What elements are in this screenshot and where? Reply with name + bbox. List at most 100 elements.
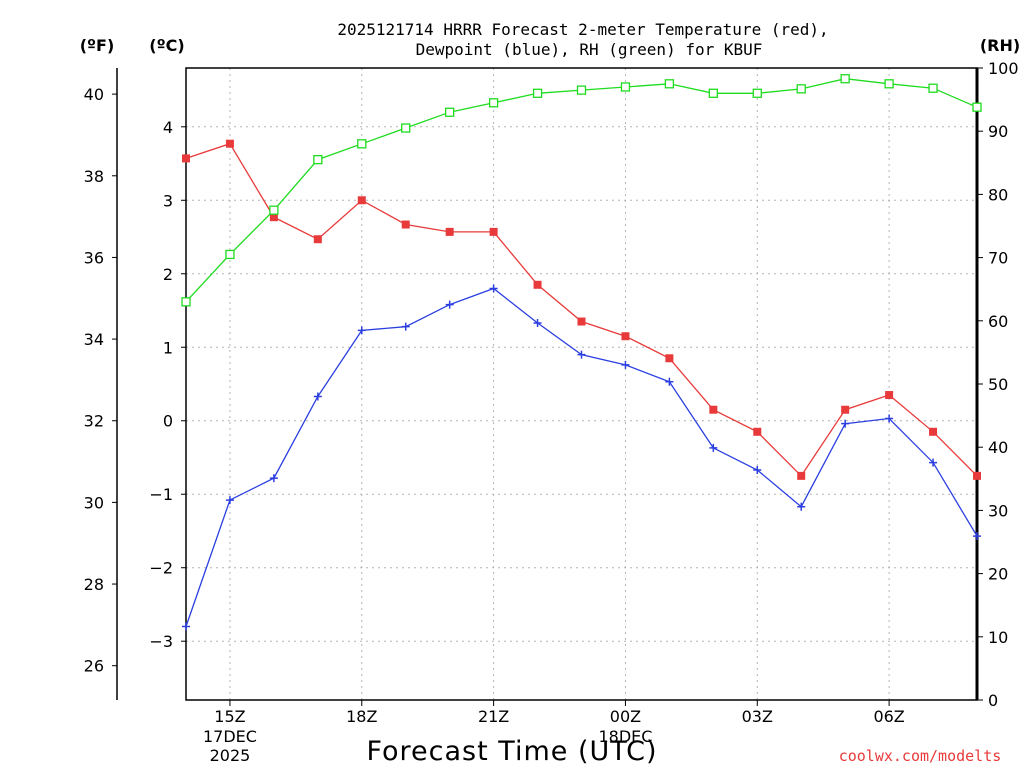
rh-tick-label: 50 bbox=[988, 375, 1008, 394]
f-tick-label: 40 bbox=[84, 85, 104, 104]
dewpoint-point bbox=[885, 414, 894, 423]
dewpoint-point bbox=[929, 458, 938, 467]
temperature-point bbox=[445, 227, 454, 236]
rh-tick-label: 40 bbox=[988, 438, 1008, 457]
temperature-point bbox=[621, 332, 630, 341]
dewpoint-point bbox=[225, 496, 234, 505]
chart-title-line2: Dewpoint (blue), RH (green) for KBUF bbox=[416, 40, 763, 59]
rh-point bbox=[840, 74, 850, 84]
rh-tick-label: 10 bbox=[988, 628, 1008, 647]
temperature-line bbox=[185, 142, 978, 477]
dewpoint-point bbox=[797, 502, 806, 511]
temperature-point bbox=[357, 196, 366, 205]
temperature-point bbox=[401, 220, 410, 229]
dewpoint-point bbox=[841, 419, 850, 428]
rh-point bbox=[752, 88, 762, 98]
x-tick-label: 00Z bbox=[610, 707, 641, 726]
rh-tick-label: 0 bbox=[988, 691, 998, 710]
x-tick-label: 06Z bbox=[873, 707, 904, 726]
x-tick-label: 15Z bbox=[214, 707, 245, 726]
x-tick-date: 18DEC bbox=[598, 727, 652, 746]
rh-tick-label: 80 bbox=[988, 185, 1008, 204]
dewpoint-point bbox=[533, 319, 542, 328]
credit-text: coolwx.com/modelts bbox=[839, 747, 1002, 765]
celsius-unit-label: (ºC) bbox=[149, 36, 184, 55]
rh-point bbox=[488, 98, 499, 108]
rh-tick-label: 30 bbox=[988, 501, 1008, 520]
f-tick-label: 34 bbox=[84, 330, 104, 349]
f-tick-label: 26 bbox=[84, 657, 104, 676]
dewpoint-point bbox=[665, 377, 674, 386]
c-tick-label: 2 bbox=[163, 265, 173, 284]
temperature-point bbox=[269, 213, 278, 222]
rh-point bbox=[664, 79, 675, 89]
f-tick-label: 38 bbox=[84, 167, 104, 186]
x-tick-date: 17DEC bbox=[203, 727, 257, 746]
f-tick-label: 28 bbox=[84, 575, 104, 594]
dewpoint-point bbox=[269, 474, 278, 483]
f-tick-label: 30 bbox=[84, 493, 104, 512]
x-tick-label: 21Z bbox=[478, 707, 509, 726]
x-tick-year: 2025 bbox=[210, 746, 251, 765]
dewpoint-point bbox=[182, 622, 190, 631]
temperature-point bbox=[709, 405, 718, 414]
dewpoint-point bbox=[577, 350, 586, 359]
rh-tick-label: 60 bbox=[988, 312, 1008, 331]
gridlines bbox=[186, 68, 977, 700]
rh-point bbox=[576, 85, 587, 95]
temperature-point bbox=[313, 235, 322, 244]
c-tick-label: −2 bbox=[149, 559, 173, 578]
fahrenheit-ticks: 40 38 36 34 32 30 28 26 bbox=[84, 85, 117, 676]
temperature-point bbox=[225, 139, 234, 148]
rh-point bbox=[269, 205, 279, 215]
temperature-point bbox=[973, 471, 981, 480]
x-axis-title: Forecast Time (UTC) bbox=[366, 736, 657, 767]
dewpoint-point bbox=[401, 322, 410, 331]
dewpoint-point bbox=[621, 360, 630, 369]
rh-point bbox=[181, 297, 191, 307]
temperature-point bbox=[929, 427, 938, 436]
rh-point bbox=[357, 139, 367, 149]
rh-tick-label: 90 bbox=[988, 122, 1008, 141]
dewpoint-point bbox=[709, 443, 718, 452]
dewpoint-line bbox=[185, 287, 978, 627]
rh-point bbox=[532, 88, 543, 98]
rh-point bbox=[928, 83, 938, 93]
rh-point bbox=[445, 107, 455, 117]
c-tick-label: −1 bbox=[149, 485, 173, 504]
temperature-point bbox=[489, 227, 498, 236]
dewpoint-point bbox=[973, 532, 981, 541]
x-tick-label: 18Z bbox=[346, 707, 377, 726]
dewpoint-point bbox=[753, 465, 762, 474]
f-tick-label: 32 bbox=[84, 412, 104, 431]
f-tick-label: 36 bbox=[84, 248, 104, 267]
c-tick-label: 3 bbox=[163, 191, 173, 210]
c-tick-label: 4 bbox=[163, 118, 173, 137]
dewpoint-series bbox=[182, 284, 981, 631]
celsius-ticks: 4 3 2 1 0 −1 −2 −3 bbox=[149, 118, 186, 651]
temperature-point bbox=[797, 471, 806, 480]
temperature-point bbox=[182, 154, 190, 163]
rh-point bbox=[225, 249, 235, 260]
series-layer bbox=[181, 74, 982, 631]
temperature-point bbox=[885, 391, 894, 400]
plot-frame bbox=[185, 67, 978, 701]
fahrenheit-unit-label: (ºF) bbox=[80, 36, 115, 55]
rh-line bbox=[185, 78, 978, 303]
rh-point bbox=[972, 102, 982, 112]
temperature-point bbox=[577, 317, 586, 326]
c-tick-label: −3 bbox=[149, 632, 173, 651]
rh-point bbox=[796, 84, 806, 94]
rh-unit-label: (RH) bbox=[980, 36, 1020, 55]
rh-point bbox=[401, 123, 411, 133]
rh-point bbox=[708, 88, 718, 98]
rh-tick-label: 70 bbox=[988, 249, 1008, 268]
rh-point bbox=[620, 82, 631, 92]
c-tick-label: 0 bbox=[163, 412, 173, 431]
c-tick-label: 1 bbox=[163, 338, 173, 357]
dewpoint-point bbox=[357, 326, 366, 335]
rh-tick-label: 100 bbox=[988, 59, 1019, 78]
